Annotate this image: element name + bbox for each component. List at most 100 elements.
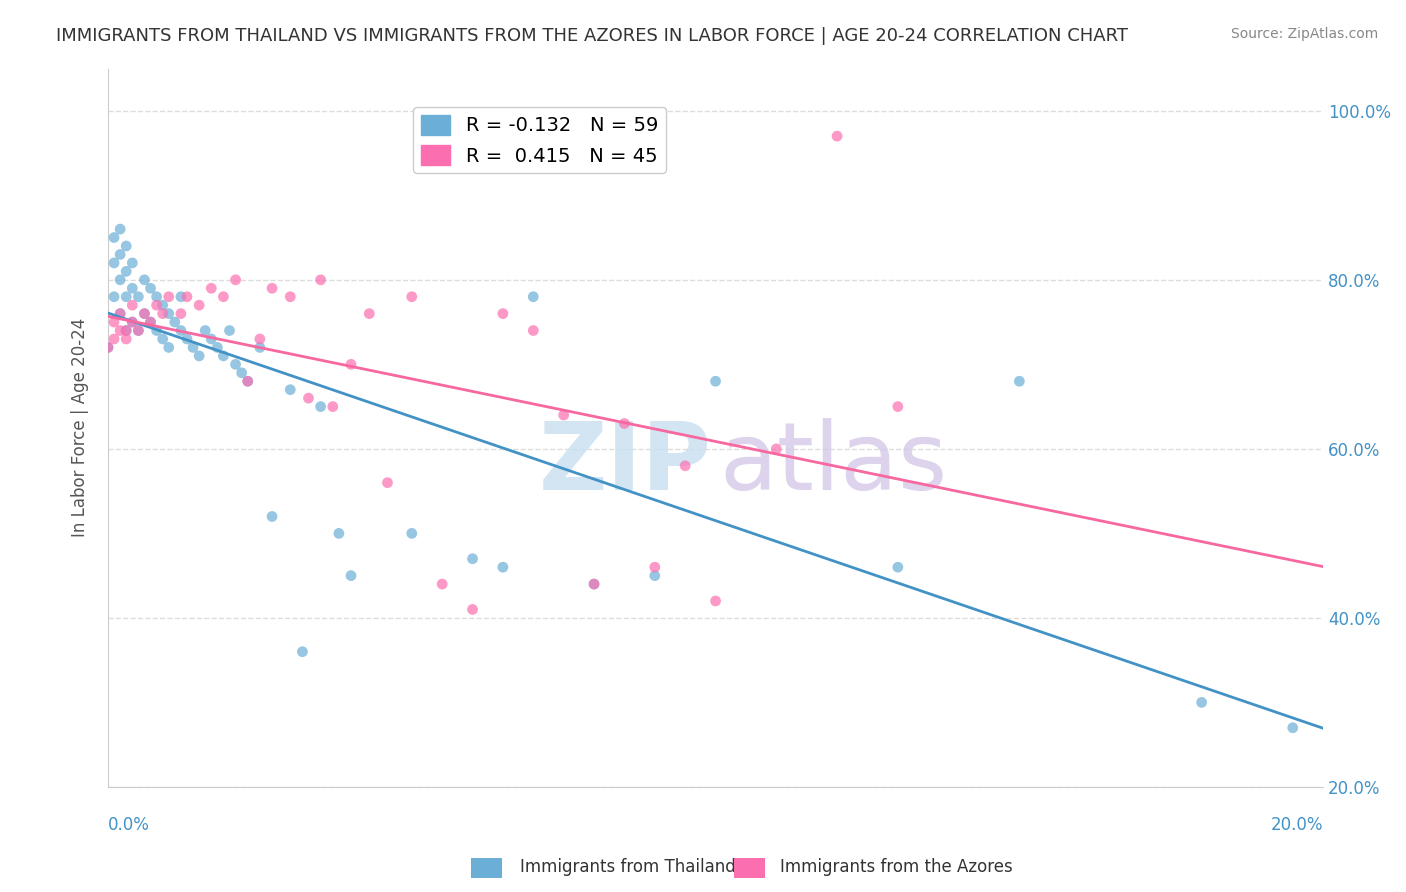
Point xyxy=(430,577,453,591)
Point xyxy=(218,324,240,338)
Point xyxy=(644,568,666,582)
Point xyxy=(225,273,247,287)
Point xyxy=(134,307,156,321)
Point xyxy=(522,324,544,338)
Point xyxy=(887,400,910,414)
Point xyxy=(309,400,332,414)
Point xyxy=(553,408,575,422)
Point xyxy=(121,298,143,312)
Point xyxy=(1008,374,1031,388)
Point xyxy=(134,307,156,321)
Text: IMMIGRANTS FROM THAILAND VS IMMIGRANTS FROM THE AZORES IN LABOR FORCE | AGE 20-2: IMMIGRANTS FROM THAILAND VS IMMIGRANTS F… xyxy=(56,27,1128,45)
Point xyxy=(163,315,186,329)
Point xyxy=(127,324,149,338)
Legend: R = -0.132   N = 59, R =  0.415   N = 45: R = -0.132 N = 59, R = 0.415 N = 45 xyxy=(413,107,665,173)
Point xyxy=(103,256,125,270)
Point xyxy=(825,129,848,144)
Point xyxy=(401,290,423,304)
Point xyxy=(157,290,180,304)
Point xyxy=(377,475,399,490)
Point xyxy=(157,307,180,321)
Point xyxy=(157,340,180,354)
Point xyxy=(176,290,198,304)
Point xyxy=(121,281,143,295)
Point xyxy=(127,290,149,304)
Text: atlas: atlas xyxy=(720,417,948,509)
Point xyxy=(522,290,544,304)
Point xyxy=(103,315,125,329)
Point xyxy=(401,526,423,541)
Text: 20.0%: 20.0% xyxy=(1271,815,1323,834)
Point xyxy=(200,281,222,295)
Point xyxy=(170,290,193,304)
Point xyxy=(127,324,149,338)
Point xyxy=(108,324,131,338)
Point xyxy=(139,315,162,329)
Point xyxy=(492,560,515,574)
Point xyxy=(121,315,143,329)
Point xyxy=(97,340,120,354)
Point xyxy=(115,324,138,338)
Point xyxy=(176,332,198,346)
Point xyxy=(115,239,138,253)
Point xyxy=(115,264,138,278)
Point xyxy=(704,594,727,608)
Point xyxy=(170,307,193,321)
Point xyxy=(887,560,910,574)
Point xyxy=(152,298,174,312)
Point xyxy=(340,568,363,582)
Point xyxy=(583,577,606,591)
Point xyxy=(613,417,636,431)
Point xyxy=(236,374,259,388)
Point xyxy=(103,230,125,244)
Point xyxy=(103,290,125,304)
Point xyxy=(108,307,131,321)
Point xyxy=(108,222,131,236)
Point xyxy=(225,357,247,371)
Point xyxy=(108,247,131,261)
Point xyxy=(115,332,138,346)
Point xyxy=(115,290,138,304)
Point xyxy=(103,332,125,346)
Point xyxy=(231,366,253,380)
Point xyxy=(134,273,156,287)
Point xyxy=(765,442,787,456)
Point xyxy=(181,340,204,354)
Point xyxy=(152,332,174,346)
Point xyxy=(644,560,666,574)
Point xyxy=(139,315,162,329)
Point xyxy=(492,307,515,321)
Text: Immigrants from the Azores: Immigrants from the Azores xyxy=(780,858,1014,876)
Point xyxy=(188,349,211,363)
Point xyxy=(236,374,259,388)
Text: 0.0%: 0.0% xyxy=(108,815,150,834)
Point xyxy=(108,307,131,321)
Point xyxy=(340,357,363,371)
Point xyxy=(673,458,696,473)
Point xyxy=(212,290,235,304)
Point xyxy=(139,281,162,295)
Point xyxy=(297,391,319,405)
Point xyxy=(121,315,143,329)
Point xyxy=(278,290,301,304)
Text: Immigrants from Thailand: Immigrants from Thailand xyxy=(520,858,735,876)
Point xyxy=(1191,695,1213,709)
Point xyxy=(212,349,235,363)
Y-axis label: In Labor Force | Age 20-24: In Labor Force | Age 20-24 xyxy=(72,318,89,537)
Point xyxy=(260,281,283,295)
Point xyxy=(291,645,314,659)
Point xyxy=(328,526,350,541)
Point xyxy=(704,374,727,388)
Point xyxy=(359,307,381,321)
Point xyxy=(249,340,271,354)
Point xyxy=(461,551,484,566)
Point xyxy=(145,298,167,312)
Text: Source: ZipAtlas.com: Source: ZipAtlas.com xyxy=(1230,27,1378,41)
Point xyxy=(200,332,222,346)
Point xyxy=(461,602,484,616)
Point xyxy=(108,273,131,287)
Point xyxy=(278,383,301,397)
Point xyxy=(121,256,143,270)
Point xyxy=(152,307,174,321)
Point xyxy=(115,324,138,338)
